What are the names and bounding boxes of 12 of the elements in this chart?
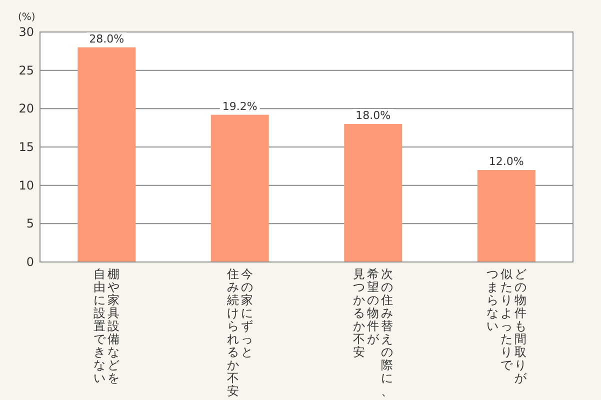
- data-label: 12.0%: [488, 155, 524, 168]
- y-tick-label: 25: [18, 63, 34, 78]
- y-axis-title: (%): [18, 12, 36, 23]
- data-label: 18.0%: [356, 109, 391, 122]
- data-label: 19.2%: [222, 100, 258, 113]
- y-tick-label: 30: [18, 25, 34, 39]
- y-tick-label: 20: [18, 102, 34, 116]
- y-tick-label: 15: [18, 140, 34, 154]
- y-tick-label: 10: [18, 178, 34, 192]
- data-label: 28.0%: [89, 32, 124, 46]
- y-tick-label: 5: [26, 216, 34, 231]
- y-tick-label: 0: [26, 255, 34, 269]
